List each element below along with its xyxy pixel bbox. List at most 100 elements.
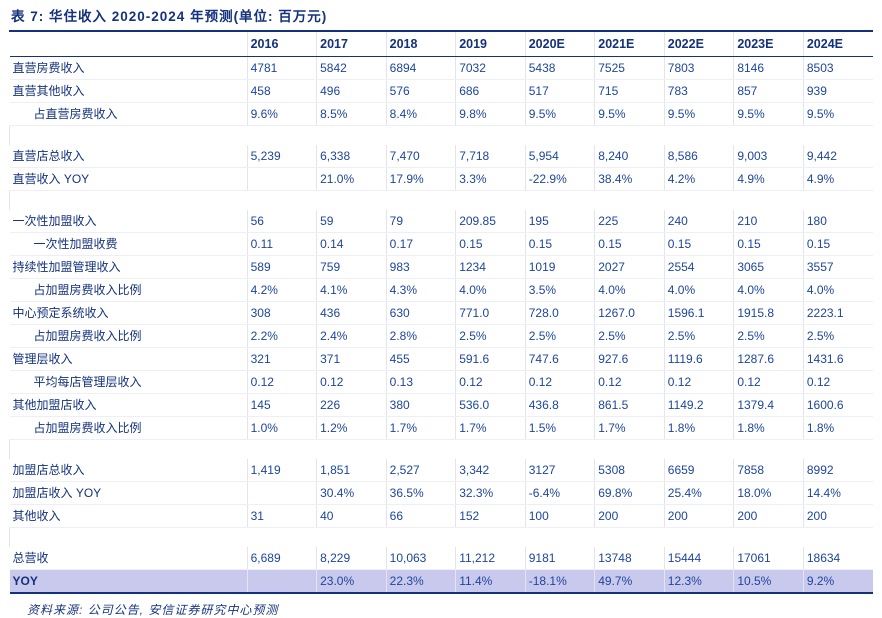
cell-value: 6,689 bbox=[246, 547, 317, 570]
cell-value: 455 bbox=[385, 347, 456, 371]
cell-value: 18634 bbox=[802, 547, 873, 570]
cell-value: 715 bbox=[594, 79, 665, 103]
cell-value: 3065 bbox=[733, 255, 804, 279]
cell-value: 436 bbox=[316, 301, 387, 325]
cell-value: 0.15 bbox=[594, 232, 665, 256]
cell-value: 0.12 bbox=[802, 370, 873, 394]
cell-value: 226 bbox=[316, 393, 387, 417]
cell-value: 2.5% bbox=[663, 324, 734, 348]
cell-value: 12.3% bbox=[663, 569, 734, 594]
cell-value: 2.5% bbox=[524, 324, 595, 348]
cell-value: 458 bbox=[246, 79, 317, 103]
row-label: 直营其他收入 bbox=[9, 79, 248, 103]
cell-value: 536.0 bbox=[455, 393, 526, 417]
cell-value: 7858 bbox=[733, 459, 804, 482]
cell-value: 180 bbox=[802, 210, 873, 233]
cell-value: 4.9% bbox=[733, 167, 804, 191]
cell-value: 939 bbox=[802, 79, 873, 103]
cell-value: 9181 bbox=[524, 547, 595, 570]
cell-value: 630 bbox=[385, 301, 456, 325]
cell-value: 10,063 bbox=[385, 547, 456, 570]
cell-value: 1119.6 bbox=[663, 347, 734, 371]
cell-value: 0.12 bbox=[455, 370, 526, 394]
cell-value bbox=[246, 569, 317, 594]
cell-value: 38.4% bbox=[594, 167, 665, 191]
cell-value: 2.2% bbox=[246, 324, 317, 348]
cell-value: 1915.8 bbox=[733, 301, 804, 325]
cell-value: 59 bbox=[316, 210, 387, 233]
year-column-header: 2018 bbox=[385, 32, 456, 57]
cell-value: 2.5% bbox=[594, 324, 665, 348]
cell-value: 771.0 bbox=[455, 301, 526, 325]
cell-value: 3557 bbox=[802, 255, 873, 279]
cell-value: 1234 bbox=[455, 255, 526, 279]
cell-value: 1.7% bbox=[385, 416, 456, 440]
cell-value: 17061 bbox=[733, 547, 804, 570]
cell-value: 3.5% bbox=[524, 278, 595, 302]
cell-value: 2.5% bbox=[733, 324, 804, 348]
row-label: 其他加盟店收入 bbox=[9, 393, 248, 417]
cell-value: 1,419 bbox=[246, 459, 317, 482]
cell-value: 210 bbox=[733, 210, 804, 233]
table-row: 直营其他收入 458 496 576 686 517 715 783 857 939 bbox=[9, 79, 873, 103]
cell-value: 517 bbox=[524, 79, 595, 103]
cell-value: 225 bbox=[594, 210, 665, 233]
cell-value: 3,342 bbox=[455, 459, 526, 482]
cell-value: 5438 bbox=[524, 56, 595, 80]
table-row: 总营收 6,689 8,229 10,063 11,212 9181 13748 15444 1… bbox=[9, 547, 873, 570]
cell-value: 2.5% bbox=[455, 324, 526, 348]
cell-value: 0.15 bbox=[524, 232, 595, 256]
spacer-cell bbox=[9, 190, 873, 210]
cell-value: 1.7% bbox=[455, 416, 526, 440]
cell-value: 983 bbox=[385, 255, 456, 279]
cell-value: 5,954 bbox=[524, 145, 595, 168]
cell-value: 200 bbox=[663, 504, 734, 528]
cell-value: 589 bbox=[246, 255, 317, 279]
cell-value: 591.6 bbox=[455, 347, 526, 371]
cell-value: 4.1% bbox=[316, 278, 387, 302]
table-row: 加盟店收入 YOY 30.4% 36.5% 32.3% -6.4% 69.8% 25.4% 1… bbox=[9, 481, 873, 505]
cell-value: 576 bbox=[385, 79, 456, 103]
cell-value: 4.0% bbox=[733, 278, 804, 302]
cell-value: 14.4% bbox=[802, 481, 873, 505]
spacer-row bbox=[9, 190, 873, 210]
table-row: 其他收入 31 40 66 152 100 200 200 200 200 bbox=[9, 504, 873, 528]
cell-value: 2554 bbox=[663, 255, 734, 279]
cell-value: 8,229 bbox=[316, 547, 387, 570]
cell-value: 4.3% bbox=[385, 278, 456, 302]
cell-value: 9.2% bbox=[802, 569, 873, 594]
cell-value: 18.0% bbox=[733, 481, 804, 505]
spacer-row bbox=[9, 439, 873, 459]
table-row: 占加盟房费收入比例 2.2% 2.4% 2.8% 2.5% 2.5% 2.5% 2.5% 2.5… bbox=[9, 324, 873, 348]
row-label: 占加盟房费收入比例 bbox=[9, 278, 248, 302]
cell-value: 200 bbox=[733, 504, 804, 528]
spacer-row bbox=[9, 527, 873, 547]
table-body: 直营房费收入 4781 5842 6894 7032 5438 7525 7803 8146 85… bbox=[9, 56, 873, 594]
cell-value: 436.8 bbox=[524, 393, 595, 417]
cell-value: 7,470 bbox=[385, 145, 456, 168]
cell-value: 9.5% bbox=[663, 102, 734, 126]
cell-value: 321 bbox=[246, 347, 317, 371]
cell-value: 1431.6 bbox=[802, 347, 873, 371]
cell-value: 9.6% bbox=[246, 102, 317, 126]
spacer-cell bbox=[9, 125, 873, 145]
row-label: 加盟店收入 YOY bbox=[9, 481, 248, 505]
revenue-forecast-table: 2016 2017 2018 2019 2020E 2021E 2022E 2023E 2024… bbox=[9, 32, 873, 594]
row-label: 占加盟房费收入比例 bbox=[9, 324, 248, 348]
row-label: 其他收入 bbox=[9, 504, 248, 528]
cell-value: 7803 bbox=[663, 56, 734, 80]
cell-value: 0.12 bbox=[733, 370, 804, 394]
cell-value: 1149.2 bbox=[663, 393, 734, 417]
year-column-header: 2019 bbox=[455, 32, 526, 57]
cell-value: 5842 bbox=[316, 56, 387, 80]
cell-value: 3127 bbox=[524, 459, 595, 482]
cell-value: 0.13 bbox=[385, 370, 456, 394]
cell-value: 9.5% bbox=[733, 102, 804, 126]
cell-value: 1,851 bbox=[316, 459, 387, 482]
cell-value: 49.7% bbox=[594, 569, 665, 594]
spacer-row bbox=[9, 125, 873, 145]
cell-value: -22.9% bbox=[524, 167, 595, 191]
row-label: 直营房费收入 bbox=[9, 56, 248, 80]
table-row: 直营房费收入 4781 5842 6894 7032 5438 7525 7803 8146 85… bbox=[9, 56, 873, 80]
cell-value: 1267.0 bbox=[594, 301, 665, 325]
